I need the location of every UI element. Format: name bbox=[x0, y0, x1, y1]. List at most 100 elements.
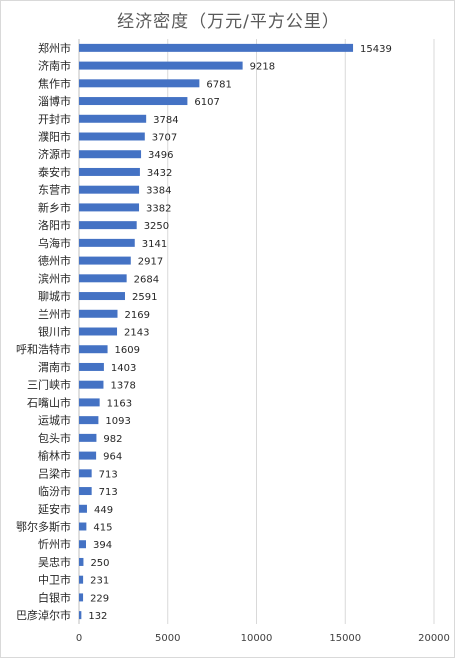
data-label: 1378 bbox=[110, 381, 135, 392]
x-tick-label: 0 bbox=[76, 633, 82, 644]
category-label: 德州市 bbox=[38, 254, 71, 268]
data-label: 3496 bbox=[148, 150, 173, 161]
data-label: 449 bbox=[94, 505, 113, 516]
category-label: 延安市 bbox=[38, 502, 71, 516]
data-label: 394 bbox=[93, 540, 112, 551]
bar bbox=[79, 221, 137, 230]
data-label: 2591 bbox=[132, 292, 157, 303]
data-label: 3382 bbox=[146, 203, 171, 214]
bar bbox=[79, 575, 84, 584]
bar bbox=[79, 487, 92, 496]
category-label: 白银市 bbox=[38, 590, 71, 604]
bar bbox=[79, 150, 142, 159]
category-label: 开封市 bbox=[38, 112, 71, 126]
category-label: 银川市 bbox=[38, 325, 71, 339]
category-label: 焦作市 bbox=[38, 76, 71, 90]
bar bbox=[79, 380, 104, 389]
category-label: 洛阳市 bbox=[38, 218, 71, 232]
data-label: 964 bbox=[103, 452, 122, 463]
x-tick-label: 5000 bbox=[155, 633, 180, 644]
category-label: 渭南市 bbox=[38, 360, 71, 374]
bar bbox=[79, 114, 147, 123]
data-label: 2917 bbox=[138, 257, 163, 268]
bar bbox=[79, 97, 188, 106]
data-label: 982 bbox=[103, 434, 122, 445]
category-label: 滨州市 bbox=[38, 271, 71, 285]
data-label: 229 bbox=[90, 593, 109, 604]
data-label: 3141 bbox=[142, 239, 167, 250]
bar bbox=[79, 327, 118, 336]
chart-title: 经济密度（万元/平方公里） bbox=[117, 12, 340, 32]
category-label: 鄂尔多斯市 bbox=[16, 520, 71, 534]
bar bbox=[79, 203, 140, 212]
category-label: 东营市 bbox=[38, 183, 71, 197]
data-label: 15439 bbox=[360, 44, 392, 55]
data-label: 3250 bbox=[144, 221, 169, 232]
data-label: 713 bbox=[99, 487, 118, 498]
bar bbox=[79, 433, 97, 442]
category-label: 济南市 bbox=[38, 59, 71, 73]
data-label: 1403 bbox=[111, 363, 136, 374]
bar bbox=[79, 292, 125, 301]
x-tick-label: 20000 bbox=[418, 633, 450, 644]
data-label: 713 bbox=[99, 469, 118, 480]
data-label: 6107 bbox=[194, 97, 219, 108]
bar bbox=[79, 309, 118, 318]
bar bbox=[79, 345, 108, 354]
category-label: 泰安市 bbox=[38, 165, 71, 179]
category-label: 中卫市 bbox=[38, 573, 71, 587]
data-label: 250 bbox=[90, 558, 109, 569]
bar bbox=[79, 611, 82, 620]
category-label: 吕梁市 bbox=[38, 466, 71, 480]
bar bbox=[79, 61, 243, 70]
bar bbox=[79, 522, 87, 531]
x-tick-label: 15000 bbox=[329, 633, 361, 644]
category-label: 包头市 bbox=[38, 431, 71, 445]
bar bbox=[79, 238, 135, 247]
bar bbox=[79, 43, 354, 52]
bar bbox=[79, 469, 92, 478]
data-label: 231 bbox=[90, 576, 109, 587]
data-label: 9218 bbox=[250, 62, 275, 73]
data-label: 3384 bbox=[146, 186, 171, 197]
x-tick-label: 10000 bbox=[241, 633, 273, 644]
category-label: 巴彦淖尔市 bbox=[16, 608, 71, 622]
category-label: 郑州市 bbox=[38, 41, 71, 55]
bar bbox=[79, 132, 145, 141]
category-label: 榆林市 bbox=[38, 449, 71, 463]
category-label: 呼和浩特市 bbox=[16, 342, 71, 356]
bar bbox=[79, 79, 200, 88]
data-label: 2143 bbox=[124, 328, 149, 339]
bar bbox=[79, 362, 104, 371]
category-label: 聊城市 bbox=[38, 289, 71, 303]
bar bbox=[79, 593, 84, 602]
bar bbox=[79, 451, 97, 460]
data-label: 3707 bbox=[152, 133, 177, 144]
category-label: 运城市 bbox=[38, 413, 71, 427]
category-label: 三门峡市 bbox=[27, 378, 71, 392]
bar bbox=[79, 398, 100, 407]
bar bbox=[79, 540, 86, 549]
data-label: 3432 bbox=[147, 168, 172, 179]
category-label: 乌海市 bbox=[38, 236, 71, 250]
bars bbox=[79, 43, 354, 620]
data-label: 2684 bbox=[134, 274, 159, 285]
category-label: 濮阳市 bbox=[38, 130, 71, 144]
bar bbox=[79, 167, 140, 176]
bar bbox=[79, 504, 87, 513]
data-label: 1609 bbox=[115, 345, 140, 356]
data-label: 132 bbox=[88, 611, 107, 622]
data-label: 3784 bbox=[153, 115, 178, 126]
category-label: 忻州市 bbox=[38, 537, 71, 551]
data-label: 1093 bbox=[105, 416, 130, 427]
data-label: 2169 bbox=[124, 310, 149, 321]
category-label: 临汾市 bbox=[38, 484, 71, 498]
labels: 0 5000 10000 15000 20000 郑州市 15439 济南市 9218 焦作市 67… bbox=[16, 41, 450, 644]
category-label: 兰州市 bbox=[38, 307, 71, 321]
data-label: 415 bbox=[93, 523, 112, 534]
bar bbox=[79, 256, 131, 265]
category-label: 石嘴山市 bbox=[27, 395, 71, 409]
category-label: 吴忠市 bbox=[38, 555, 71, 569]
